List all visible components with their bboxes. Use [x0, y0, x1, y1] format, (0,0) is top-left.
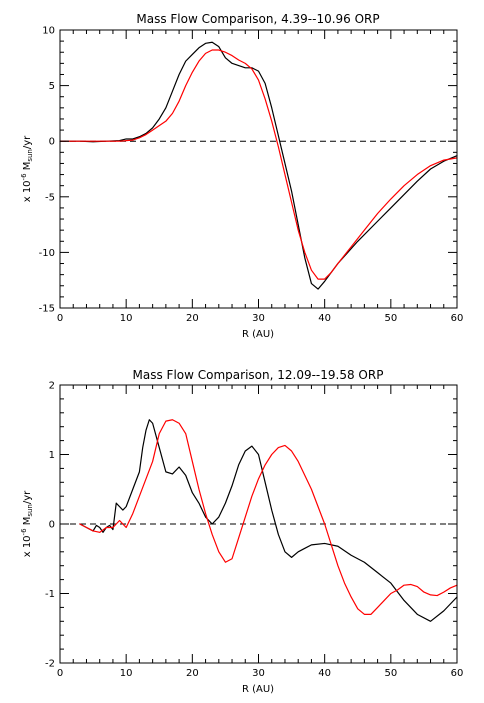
y-tick-label: -2 — [45, 659, 55, 670]
y-axis-label: x 10-6 Msun/yr — [20, 490, 34, 557]
y-axis-label: x 10-6 Msun/yr — [20, 135, 34, 202]
x-tick-label: 50 — [384, 313, 397, 324]
x-tick-label: 40 — [318, 668, 331, 679]
axis-ticks: 0 10 20 30 40 50 60 -2 -1 0 1 2 — [45, 381, 463, 680]
x-tick-label: 50 — [384, 668, 397, 679]
plot-layer — [60, 419, 458, 622]
y-tick-label: 1 — [49, 450, 55, 461]
x-tick-label: 60 — [451, 668, 464, 679]
x-tick-label: 40 — [318, 313, 331, 324]
series-line-red — [59, 49, 458, 280]
series-line-black — [79, 419, 458, 622]
x-tick-label: 0 — [57, 668, 63, 679]
y-tick-label: 10 — [42, 26, 55, 37]
x-tick-label: 20 — [186, 313, 199, 324]
x-tick-label: 10 — [120, 668, 133, 679]
plot-layer — [59, 41, 458, 290]
x-tick-label: 30 — [252, 668, 265, 679]
plot-frame — [59, 384, 458, 664]
y-tick-label: -1 — [45, 589, 55, 600]
y-tick-label: 2 — [49, 381, 55, 392]
x-tick-label: 10 — [120, 313, 133, 324]
chart-title: Mass Flow Comparison, 12.09--19.58 ORP — [133, 368, 384, 382]
axis-ticks: 0 10 20 30 40 50 60 -15 -10 -5 0 5 10 — [39, 26, 464, 325]
y-tick-label: 0 — [49, 520, 55, 531]
x-tick-label: 60 — [451, 313, 464, 324]
y-tick-label: -10 — [39, 248, 55, 259]
y-tick-label: -5 — [45, 192, 55, 203]
series-line-black — [59, 41, 458, 290]
x-axis-label: R (AU) — [242, 684, 274, 695]
chart-panel-bottom: Mass Flow Comparison, 12.09--19.58 ORP 0… — [20, 368, 463, 695]
x-tick-label: 0 — [57, 313, 63, 324]
series-line-red — [79, 419, 458, 615]
x-axis-label: R (AU) — [242, 329, 274, 340]
y-tick-label: -15 — [39, 304, 55, 315]
y-tick-label: 5 — [49, 81, 55, 92]
x-tick-label: 20 — [186, 668, 199, 679]
y-tick-label: 0 — [49, 137, 55, 148]
chart-panel-top: Mass Flow Comparison, 4.39--10.96 ORP 0 1… — [20, 12, 463, 340]
chart-title: Mass Flow Comparison, 4.39--10.96 ORP — [136, 12, 379, 26]
x-tick-label: 30 — [252, 313, 265, 324]
